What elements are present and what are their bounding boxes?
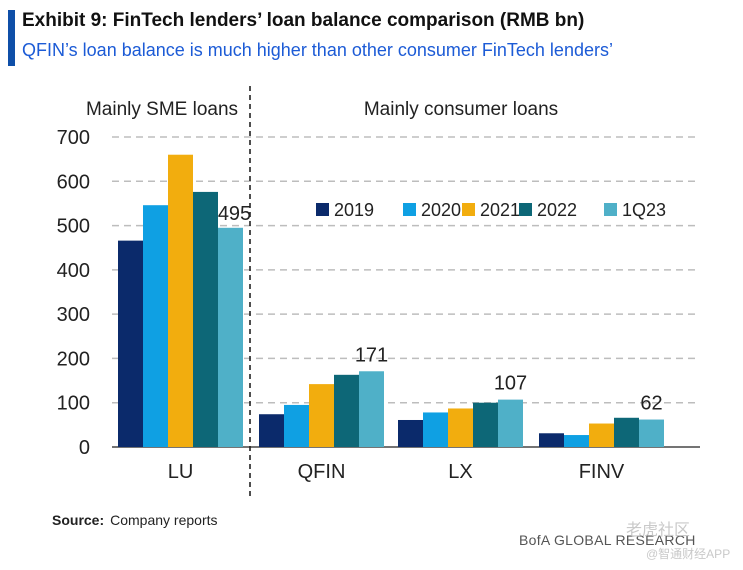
data-label: 171 xyxy=(355,344,388,366)
x-category-label: FINV xyxy=(579,461,625,483)
source-text: Company reports xyxy=(110,512,218,528)
bar-finv-2019 xyxy=(539,433,564,447)
legend-swatch-2021 xyxy=(462,203,475,216)
bar-finv-2022 xyxy=(614,417,639,447)
bar-finv-1q23 xyxy=(639,419,664,447)
legend-label-2022: 2022 xyxy=(537,200,577,220)
chart-subtitle: QFIN’s loan balance is much higher than … xyxy=(22,40,613,60)
brand-credit: BofA GLOBAL RESEARCH xyxy=(519,532,696,548)
data-label: 62 xyxy=(640,393,662,415)
y-tick-label: 400 xyxy=(57,260,90,282)
x-category-label: LX xyxy=(448,461,472,483)
y-tick-label: 200 xyxy=(57,348,90,370)
legend-label-2021: 2021 xyxy=(480,200,520,220)
bar-finv-2021 xyxy=(589,423,614,447)
bar-qfin-2021 xyxy=(309,384,334,447)
y-tick-label: 0 xyxy=(79,437,90,459)
bar-lu-1q23 xyxy=(218,227,243,447)
bar-qfin-2022 xyxy=(334,374,359,447)
legend-swatch-2020 xyxy=(403,203,416,216)
bar-lu-2019 xyxy=(118,240,143,447)
y-tick-label: 100 xyxy=(57,393,90,415)
y-tick-label: 500 xyxy=(57,216,90,238)
source-label: Source: xyxy=(52,512,105,528)
legend-label-1q23: 1Q23 xyxy=(622,200,666,220)
x-category-label: QFIN xyxy=(298,461,346,483)
legend-swatch-2022 xyxy=(519,203,532,216)
chart-title: Exhibit 9: FinTech lenders’ loan balance… xyxy=(22,10,585,31)
legend-swatch-2019 xyxy=(316,203,329,216)
bar-lx-2020 xyxy=(423,412,448,447)
bar-lu-2022 xyxy=(193,191,218,447)
bar-lx-2021 xyxy=(448,408,473,447)
data-label: 495 xyxy=(218,203,251,225)
source-note: Source: Company reports xyxy=(52,512,218,528)
legend-label-2019: 2019 xyxy=(334,200,374,220)
bar-qfin-1q23 xyxy=(359,371,384,447)
bar-lu-2021 xyxy=(168,154,193,447)
bar-qfin-2019 xyxy=(259,414,284,447)
bar-finv-2020 xyxy=(564,435,589,447)
x-category-label: LU xyxy=(168,461,194,483)
data-label: 107 xyxy=(494,373,527,395)
legend-label-2020: 2020 xyxy=(421,200,461,220)
title-accent-bar xyxy=(8,10,15,66)
y-tick-label: 600 xyxy=(57,171,90,193)
bar-lx-1q23 xyxy=(498,399,523,447)
y-tick-label: 700 xyxy=(57,127,90,149)
bar-lx-2019 xyxy=(398,419,423,447)
watermark-text: 老虎社区 xyxy=(626,522,691,539)
bar-qfin-2020 xyxy=(284,404,309,447)
bar-lu-2020 xyxy=(143,205,168,447)
y-tick-label: 300 xyxy=(57,304,90,326)
legend-swatch-1q23 xyxy=(604,203,617,216)
bar-lx-2022 xyxy=(473,402,498,447)
group-label-sme: Mainly SME loans xyxy=(86,99,238,120)
watermark-handle: @智通财经APP xyxy=(646,547,731,561)
group-label-consumer: Mainly consumer loans xyxy=(364,99,558,120)
